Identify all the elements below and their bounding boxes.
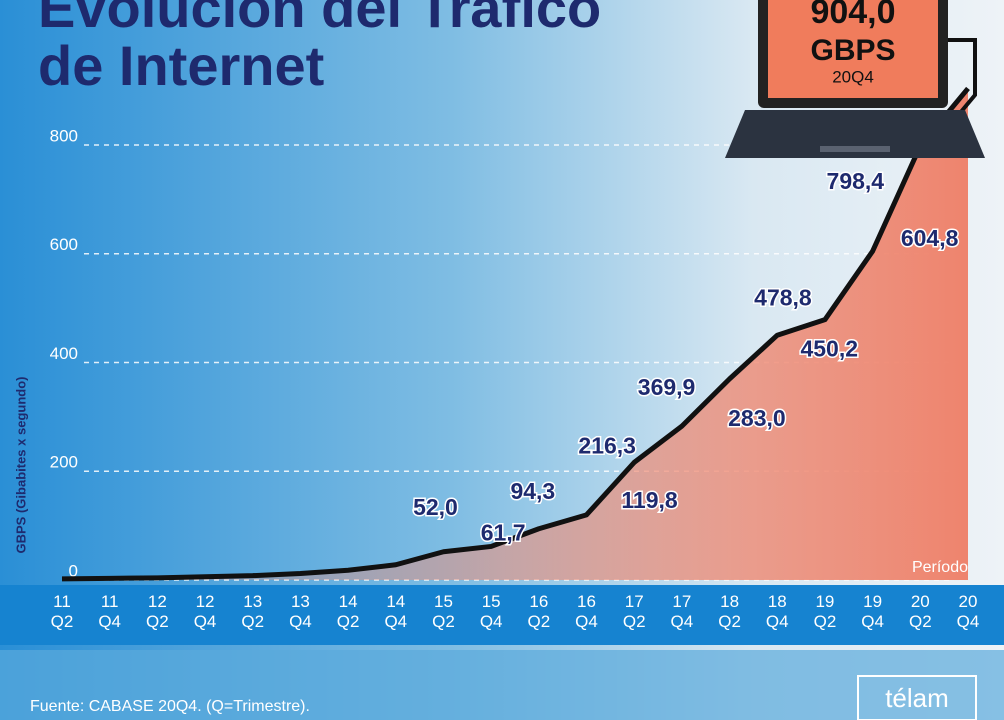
title: Evolución del Tráfico bbox=[38, 0, 601, 39]
value-label: 283,0 bbox=[728, 405, 786, 431]
x-tick-label: 17 Q4 bbox=[670, 592, 694, 631]
footer-band bbox=[0, 650, 1004, 720]
y-tick-label: 800 bbox=[50, 126, 78, 145]
x-tick-label: 12 Q4 bbox=[193, 592, 217, 631]
laptop-base bbox=[725, 110, 985, 158]
x-tick-label: 14 Q2 bbox=[336, 592, 360, 631]
y-tick-label: 0 bbox=[69, 561, 78, 580]
value-label: 216,3 bbox=[578, 432, 636, 458]
y-tick-label: 400 bbox=[50, 344, 78, 363]
value-label: 61,7 bbox=[481, 520, 526, 546]
highlight-period: 20Q4 bbox=[832, 67, 874, 86]
laptop-screen bbox=[768, 0, 938, 98]
y-tick-label: 200 bbox=[50, 453, 78, 472]
y-tick-label: 600 bbox=[50, 235, 78, 254]
x-tick-label: 19 Q2 bbox=[813, 592, 837, 631]
x-axis-band bbox=[0, 585, 1004, 645]
x-tick-label: 20 Q2 bbox=[908, 592, 932, 631]
highlight-value: 904,0 bbox=[810, 0, 895, 31]
line bbox=[61, 86, 970, 582]
value-label: 119,8 bbox=[621, 487, 677, 513]
x-axis-label: Período bbox=[912, 559, 968, 576]
x-tick-label: 15 Q4 bbox=[479, 592, 503, 631]
x-tick-label: 17 Q2 bbox=[622, 592, 646, 631]
value-label: 52,0 bbox=[413, 494, 458, 520]
x-tick-label: 15 Q2 bbox=[432, 592, 455, 631]
trackpad bbox=[820, 146, 890, 152]
value-label: 478,8 bbox=[754, 285, 812, 311]
value-label: 94,3 bbox=[510, 478, 555, 504]
x-tick-label: 16 Q4 bbox=[575, 592, 598, 631]
x-tick-label: 11 Q2 bbox=[50, 592, 74, 631]
x-tick-label: 18 Q4 bbox=[765, 592, 789, 631]
logo-box bbox=[857, 675, 977, 720]
x-tick-label: 18 Q2 bbox=[718, 592, 741, 631]
highlight-unit: GBPS bbox=[810, 34, 895, 67]
laptop bbox=[725, 0, 985, 158]
x-tick-label: 20 Q4 bbox=[956, 592, 980, 631]
source: Fuente: CABASE 20Q4. (Q=Trimestre). bbox=[30, 698, 310, 715]
value-label: 798,4 bbox=[827, 168, 885, 194]
x-tick-label: 12 Q2 bbox=[146, 592, 169, 631]
value-label: 604,8 bbox=[901, 225, 959, 251]
area bbox=[62, 88, 968, 580]
x-tick-label: 14 Q4 bbox=[384, 592, 408, 631]
value-label: 450,2 bbox=[800, 335, 858, 361]
x-tick-label: 13 Q4 bbox=[289, 592, 312, 631]
x-tick-label: 19 Q4 bbox=[861, 592, 884, 631]
x-tick-label: 16 Q2 bbox=[527, 592, 551, 631]
value-label: 369,9 bbox=[638, 374, 696, 400]
x-tick-label: 11 Q4 bbox=[98, 592, 122, 631]
logo: télam bbox=[885, 683, 949, 713]
x-tick-label: 13 Q2 bbox=[241, 592, 265, 631]
y-axis-label: GBPS (Gibabites x segundo) bbox=[13, 377, 28, 554]
title: de Internet bbox=[38, 34, 324, 97]
